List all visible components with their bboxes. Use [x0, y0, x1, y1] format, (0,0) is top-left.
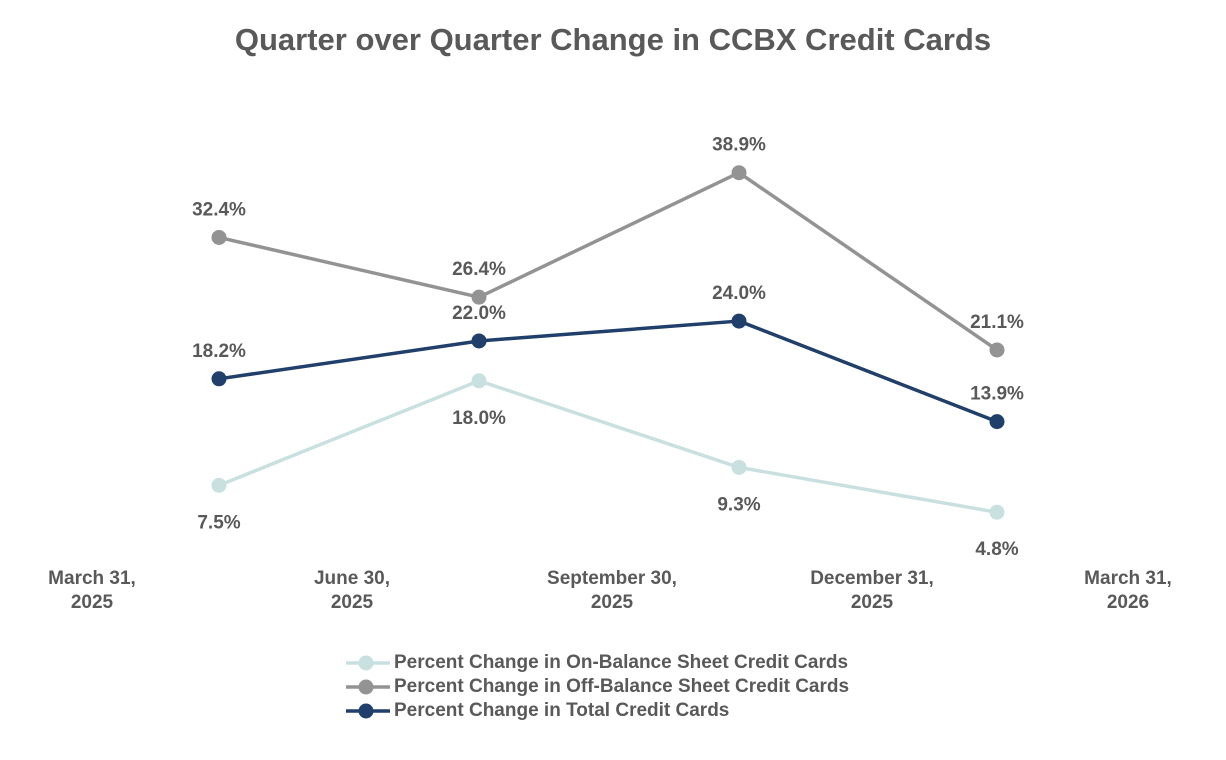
legend-item: Percent Change in Off-Balance Sheet Cred…	[344, 675, 849, 699]
series-3: 18.2% 22.0% 24.0% 13.9%	[192, 283, 1024, 430]
data-label: 21.1%	[970, 312, 1024, 333]
legend-label: Percent Change in Total Credit Cards	[394, 700, 730, 721]
data-point	[211, 371, 227, 387]
data-label: 22.0%	[452, 303, 506, 324]
data-label: 38.9%	[712, 135, 766, 156]
data-point	[471, 373, 487, 389]
series-2: 32.4% 26.4% 38.9% 21.1%	[192, 135, 1024, 358]
data-point	[989, 414, 1005, 430]
x-tick-label: September 30, 2025	[547, 568, 677, 613]
legend-label: Percent Change in On-Balance Sheet Credi…	[394, 652, 849, 673]
legend-swatch	[346, 655, 390, 671]
data-label: 9.3%	[717, 494, 760, 515]
data-label: 18.0%	[452, 408, 506, 429]
data-point	[989, 504, 1005, 520]
data-point	[471, 333, 487, 349]
series-line	[218, 319, 998, 424]
chart-title: Quarter over Quarter Change in CCBX Cred…	[234, 22, 992, 57]
data-label: 26.4%	[452, 259, 506, 280]
data-point	[471, 289, 487, 305]
x-tick-label: March 31, 2026	[1084, 568, 1172, 613]
data-point	[731, 313, 747, 329]
series-line	[218, 379, 998, 514]
data-point	[211, 229, 227, 245]
data-point	[731, 165, 747, 181]
x-tick-label: December 31, 2025	[810, 568, 934, 613]
legend-swatch	[346, 679, 390, 695]
data-point	[211, 477, 227, 493]
data-label: 24.0%	[712, 283, 766, 304]
legend-swatch	[346, 703, 390, 719]
series-1: 7.5% 18.0% 9.3% 4.8%	[197, 373, 1019, 560]
x-tick-label: March 31, 2025	[48, 568, 136, 613]
x-tick-label: June 30, 2025	[314, 568, 390, 613]
legend-label: Percent Change in Off-Balance Sheet Cred…	[394, 676, 850, 697]
data-label: 7.5%	[197, 512, 240, 533]
legend-item: Percent Change in Total Credit Cards	[344, 699, 849, 723]
data-label: 4.8%	[975, 539, 1018, 560]
legend-item: Percent Change in On-Balance Sheet Credi…	[344, 651, 849, 675]
data-label: 13.9%	[970, 384, 1024, 405]
data-point	[731, 459, 747, 475]
series-line	[218, 170, 998, 352]
data-point	[989, 342, 1005, 358]
data-label: 32.4%	[192, 199, 246, 220]
legend: Percent Change in On-Balance Sheet Credi…	[344, 651, 849, 723]
data-label: 18.2%	[192, 341, 246, 362]
